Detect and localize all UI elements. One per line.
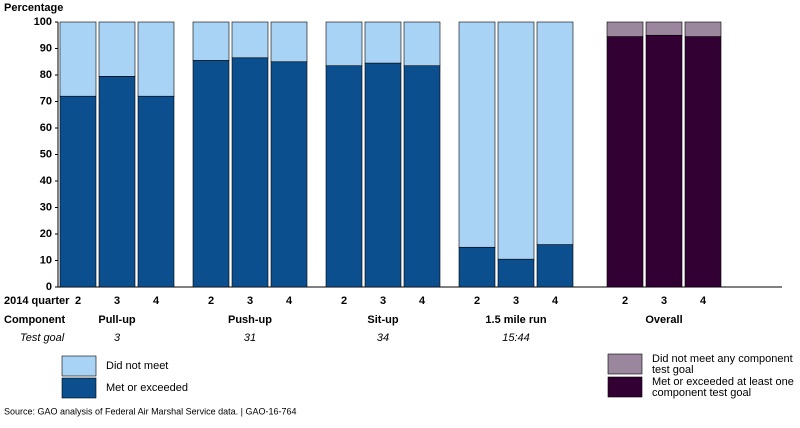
test-goal-label: 3 <box>114 332 121 344</box>
x-tick-label: 4 <box>419 295 426 307</box>
y-tick-label: 20 <box>40 228 52 240</box>
x-tick-label: 4 <box>286 295 293 307</box>
bar-segment <box>684 21 722 37</box>
y-tick-label: 30 <box>40 201 52 213</box>
legend-label: Met or exceeded at least one component te… <box>652 376 794 399</box>
quarter-row-label: 2014 quarter <box>4 295 70 307</box>
component-label: Pull-up <box>98 314 136 326</box>
x-tick-label: 4 <box>153 295 160 307</box>
component-label: Push-up <box>228 314 272 326</box>
bar-segment <box>684 36 722 288</box>
bar-segment <box>325 21 363 67</box>
bar-segment <box>497 21 535 260</box>
x-tick-label: 3 <box>247 295 253 307</box>
test-goal-label: 31 <box>244 332 256 344</box>
bar-segment <box>364 21 402 64</box>
x-tick-label: 2 <box>341 295 347 307</box>
y-tick-label: 80 <box>40 69 52 81</box>
x-tick-label: 3 <box>114 295 120 307</box>
bar-segment <box>98 21 136 77</box>
y-tick-label: 70 <box>40 95 52 107</box>
x-tick-label: 3 <box>380 295 386 307</box>
y-tick-label: 100 <box>34 16 52 28</box>
test-goal-label: 15:44 <box>502 332 530 344</box>
bar-segment <box>59 21 97 97</box>
test-goal-row-label: Test goal <box>20 332 65 344</box>
bar-segment <box>231 57 269 288</box>
bar-segment <box>270 61 308 288</box>
y-tick-label: 90 <box>40 42 52 54</box>
y-axis-label: Percentage <box>4 2 63 14</box>
bar-segment <box>364 62 402 288</box>
source: Source: GAO analysis of Federal Air Mars… <box>4 406 296 416</box>
bar-segment <box>403 21 441 67</box>
legend-label: Met or exceeded <box>106 382 188 394</box>
bar-segment <box>325 65 363 288</box>
y-tick-label: 40 <box>40 175 52 187</box>
bar-segment <box>231 21 269 59</box>
test-goal-label: 34 <box>377 332 389 344</box>
bar-segment <box>458 246 496 288</box>
bar-segment <box>606 21 644 37</box>
bar-segment <box>192 60 230 288</box>
bar-segment <box>137 21 175 97</box>
legend-swatch <box>607 353 643 375</box>
y-tick-label: 60 <box>40 122 52 134</box>
x-tick-label: 3 <box>513 295 519 307</box>
bar-segment <box>536 21 574 245</box>
bar-segment <box>536 244 574 288</box>
bar-segment <box>403 65 441 288</box>
component-label: Sit-up <box>367 314 398 326</box>
legend-swatch <box>61 355 97 377</box>
legend-swatch <box>607 376 643 398</box>
bar-segment <box>645 21 683 36</box>
bar-segment <box>458 21 496 248</box>
bar-segment <box>606 36 644 288</box>
y-tick-label: 10 <box>40 254 52 266</box>
bar-segment <box>98 76 136 288</box>
x-tick-label: 3 <box>661 295 667 307</box>
x-tick-label: 4 <box>700 295 707 307</box>
bar-segment <box>192 21 230 61</box>
bar-segment <box>59 95 97 288</box>
component-row-label: Component <box>4 314 65 326</box>
legend-swatch <box>61 377 97 399</box>
bar-segment <box>497 258 535 288</box>
x-tick-label: 2 <box>208 295 214 307</box>
y-tick-label: 50 <box>40 148 52 160</box>
component-label: Overall <box>645 314 682 326</box>
component-label: 1.5 mile run <box>485 314 546 326</box>
legend-label: Did not meet <box>106 360 168 372</box>
x-tick-label: 4 <box>552 295 559 307</box>
bar-segment <box>270 21 308 63</box>
x-tick-label: 2 <box>474 295 480 307</box>
legend-label: Did not meet any component test goal <box>652 353 793 376</box>
x-tick-label: 2 <box>622 295 628 307</box>
bar-segment <box>645 34 683 288</box>
x-tick-label: 2 <box>75 295 81 307</box>
bar-segment <box>137 95 175 288</box>
y-tick-label: 0 <box>46 281 52 293</box>
